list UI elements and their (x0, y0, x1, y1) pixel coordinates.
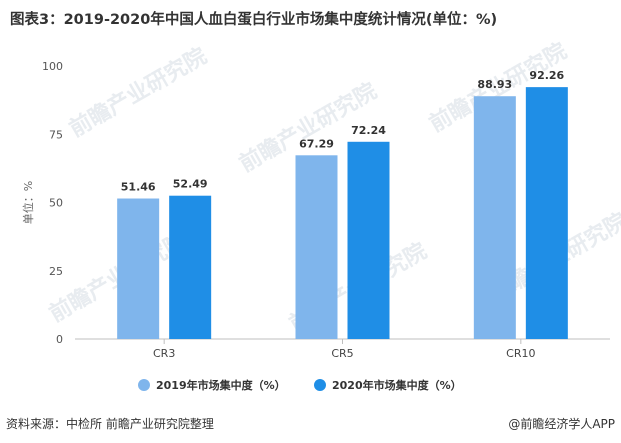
y-tick-label-0: 0 (56, 333, 63, 346)
value-label-CR3-series-0: 51.46 (121, 181, 156, 194)
bar-CR10-series-1 (525, 87, 568, 339)
bar-CR10-series-0 (473, 96, 516, 339)
legend: 2019年市场集中度（%） 2020年市场集中度（%） (138, 378, 462, 392)
bar-CR5-series-0 (295, 155, 338, 339)
x-tick-label-CR10: CR10 (506, 347, 535, 360)
y-axis: 0 25 50 75 100 单位：% (21, 60, 63, 346)
bar-CR5-series-1 (347, 141, 390, 339)
y-axis-label: 单位：% (21, 181, 35, 224)
x-tick-label-CR5: CR5 (331, 347, 353, 360)
x-axis: CR3 CR5 CR10 (75, 338, 610, 360)
chart-title: 图表3：2019-2020年中国人血白蛋白行业市场集中度统计情况(单位：%) (10, 12, 498, 28)
legend-marker-1 (314, 379, 326, 391)
value-label-CR10-series-1: 92.26 (529, 69, 564, 82)
value-label-CR5-series-0: 67.29 (299, 137, 334, 150)
credit-note: @前瞻经济学人APP (508, 417, 615, 431)
bar-CR3-series-1 (169, 195, 212, 339)
value-label-CR3-series-1: 52.49 (173, 178, 208, 191)
legend-marker-0 (138, 379, 150, 391)
y-tick-label-2: 50 (49, 197, 63, 210)
value-label-CR5-series-1: 72.24 (351, 124, 386, 137)
value-label-CR10-series-0: 88.93 (477, 78, 512, 91)
y-tick-label-3: 75 (49, 128, 63, 141)
y-tick-label-1: 25 (49, 265, 63, 278)
source-note: 资料来源：中检所 前瞻产业研究院整理 (6, 417, 214, 431)
bars: 51.46 67.29 88.93 52.49 72.24 92.26 (117, 69, 568, 339)
bar-CR3-series-0 (117, 198, 160, 339)
legend-label-0: 2019年市场集中度（%） (156, 378, 286, 392)
x-tick-label-CR3: CR3 (153, 347, 175, 360)
y-tick-label-4: 100 (42, 60, 63, 73)
legend-label-1: 2020年市场集中度（%） (332, 378, 462, 392)
